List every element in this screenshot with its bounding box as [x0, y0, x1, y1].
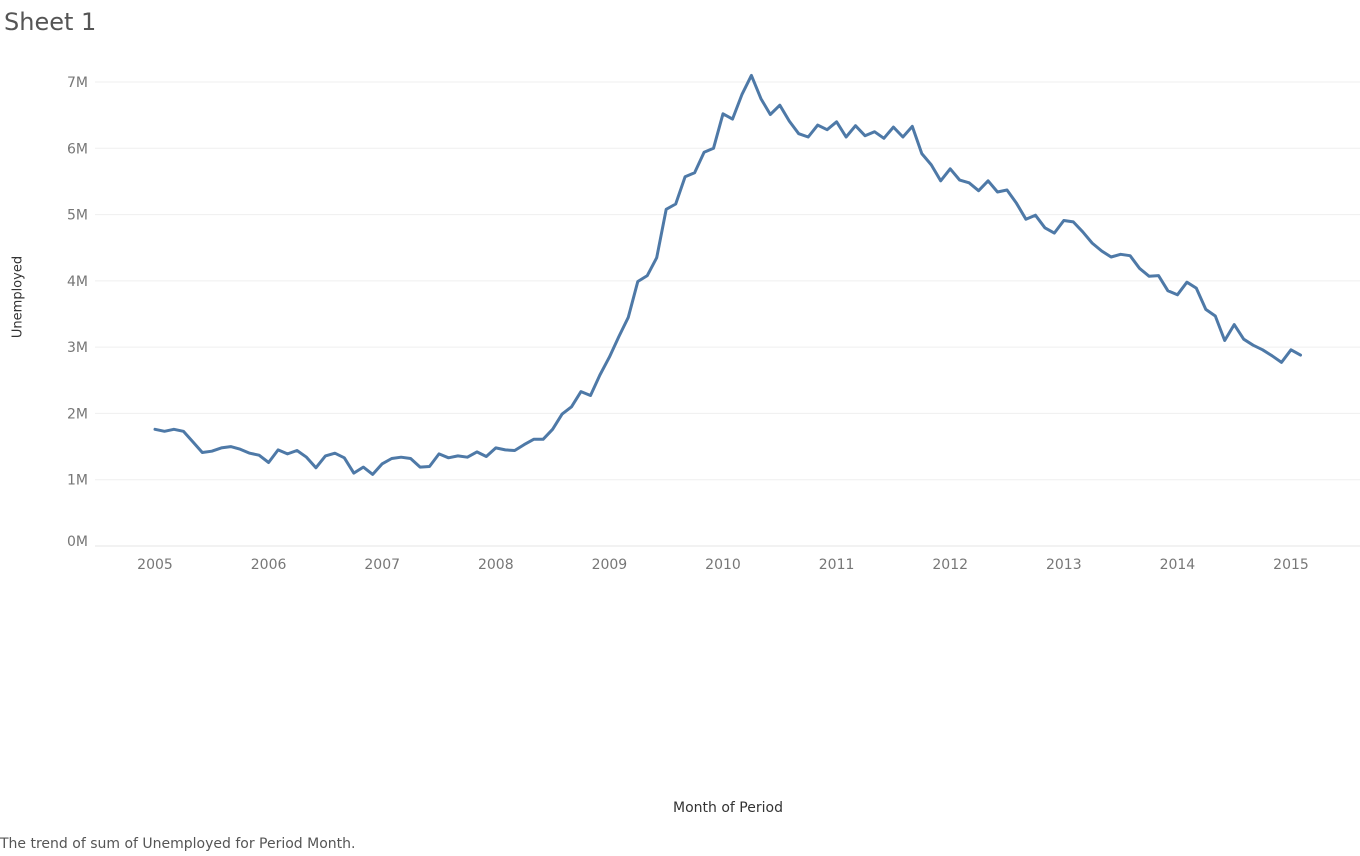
- x-tick-label: 2014: [1160, 557, 1196, 573]
- x-tick-label: 2015: [1273, 557, 1309, 573]
- x-tick-label: 2005: [137, 557, 173, 573]
- chart-caption: The trend of sum of Unemployed for Perio…: [0, 836, 356, 852]
- x-axis-ticks: 2005 2006 2007 2008 2009 2010 2011 2012 2013 2014…: [137, 557, 1309, 573]
- gridlines: [95, 81, 1360, 547]
- y-tick-label: 1M: [67, 473, 88, 489]
- x-tick-label: 2010: [705, 557, 741, 573]
- y-tick-label: 2M: [67, 406, 88, 422]
- y-tick-label: 3M: [67, 340, 88, 356]
- x-tick-label: 2008: [478, 557, 514, 573]
- y-tick-label: 6M: [67, 141, 88, 157]
- y-axis-title: Unemployed: [10, 255, 26, 339]
- x-tick-label: 2006: [251, 557, 287, 573]
- x-tick-label: 2009: [592, 557, 628, 573]
- x-tick-label: 2007: [364, 557, 400, 573]
- y-tick-label: 4M: [67, 274, 88, 290]
- y-tick-label: 5M: [67, 208, 88, 224]
- sheet-title: Sheet 1: [4, 8, 97, 36]
- y-tick-label: 7M: [67, 75, 88, 91]
- y-tick-label: 0M: [67, 534, 88, 550]
- x-tick-label: 2012: [932, 557, 968, 573]
- x-axis-title: Month of Period: [673, 800, 783, 816]
- series-line-unemployed: [153, 73, 1302, 476]
- x-tick-label: 2013: [1046, 557, 1082, 573]
- line-chart: 0M 1M 2M 3M 4M 5M 6M 7M 2005 2006 2007 2008 2009 201…: [67, 73, 1360, 573]
- x-tick-label: 2011: [819, 557, 855, 573]
- y-axis-ticks: 0M 1M 2M 3M 4M 5M 6M 7M: [67, 75, 88, 550]
